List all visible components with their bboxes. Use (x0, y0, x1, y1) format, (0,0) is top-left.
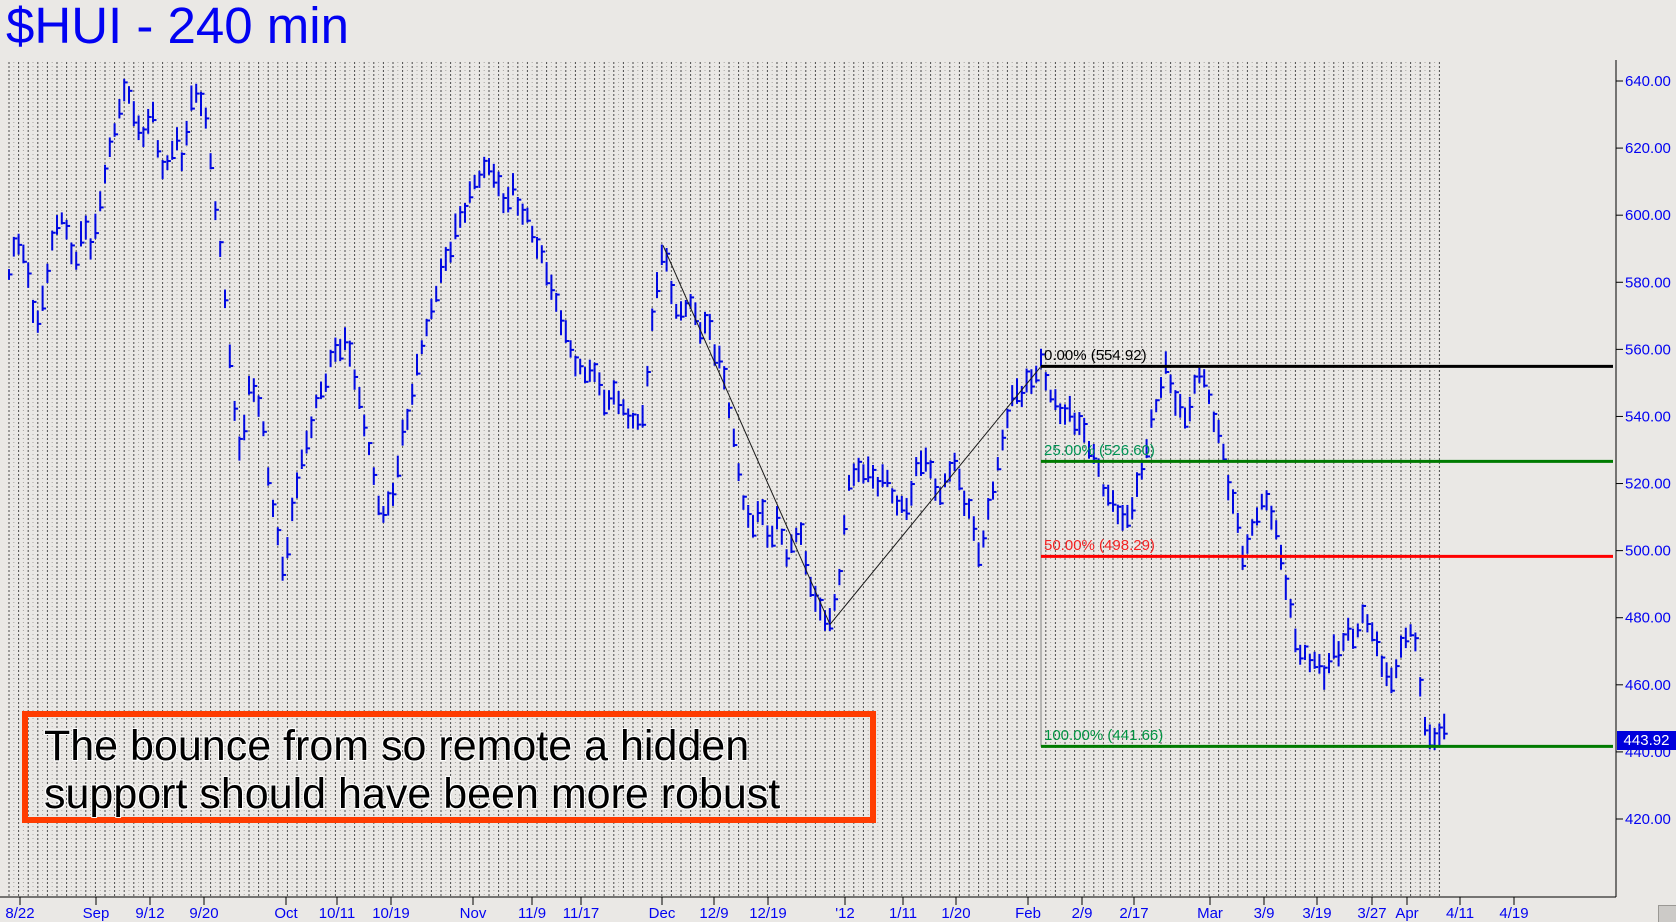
x-axis-label: 3/19 (1302, 905, 1331, 922)
x-axis-label: Feb (1015, 905, 1041, 922)
x-axis-label: 3/9 (1254, 905, 1275, 922)
x-axis-label: 8/22 (5, 905, 34, 922)
x-axis-label: Nov (460, 905, 487, 922)
x-axis-label: Apr (1395, 905, 1418, 922)
y-axis-label: 480.00 (1625, 610, 1671, 627)
fib-label-0[interactable]: 0.00% (554.92) (1044, 347, 1147, 365)
x-axis-label: 9/20 (189, 905, 218, 922)
last-price-tag: 443.92 (1617, 730, 1676, 750)
x-axis-label: 3/27 (1357, 905, 1386, 922)
y-axis-label: 460.00 (1625, 677, 1671, 694)
x-axis-label: 10/19 (372, 905, 410, 922)
x-axis-label: '12 (835, 905, 855, 922)
x-axis-label: 12/19 (749, 905, 787, 922)
x-axis-label: 11/17 (563, 905, 599, 922)
y-axis-label: 520.00 (1625, 476, 1671, 493)
y-axis-label: 560.00 (1625, 341, 1671, 358)
x-axis-label: 12/9 (699, 905, 728, 922)
annotation-box[interactable]: The bounce from so remote a hidden suppo… (22, 711, 876, 823)
x-axis-label: 10/11 (319, 905, 355, 922)
y-axis-label: 600.00 (1625, 207, 1671, 224)
x-axis-label: 1/11 (889, 905, 917, 922)
y-axis-label: 420.00 (1625, 811, 1671, 828)
trendline[interactable] (662, 245, 831, 625)
y-axis-label: 500.00 (1625, 543, 1671, 560)
x-axis-label: 2/17 (1119, 905, 1148, 922)
x-axis-label: 9/12 (135, 905, 164, 922)
x-axis-label: 1/20 (941, 905, 970, 922)
x-axis-label: Oct (274, 905, 298, 922)
x-axis-label: 11/9 (518, 905, 546, 922)
x-axis-label: 4/11 (1446, 905, 1474, 922)
chart-title: $HUI - 240 min (6, 0, 349, 54)
x-axis-label: 2/9 (1072, 905, 1093, 922)
fib-label-100[interactable]: 100.00% (441.66) (1044, 727, 1164, 745)
fib-label-25[interactable]: 25.00% (526.60) (1044, 442, 1155, 460)
annotation-line-1: The bounce from so remote a hidden (44, 722, 750, 770)
x-axis-label: Dec (649, 905, 676, 922)
y-axis-label: 540.00 (1625, 408, 1671, 425)
fib-label-50[interactable]: 50.00% (498.29) (1044, 537, 1155, 555)
y-axis-label: 620.00 (1625, 140, 1671, 157)
annotation-line-2: support should have been more robust (44, 770, 781, 818)
x-axis-label: Sep (83, 905, 110, 922)
y-axis-label: 640.00 (1625, 73, 1671, 90)
y-axis-label: 580.00 (1625, 274, 1671, 291)
resize-gripper[interactable] (1658, 905, 1676, 922)
trendline[interactable] (829, 366, 1042, 625)
x-axis-label: 4/19 (1499, 905, 1528, 922)
x-axis-label: Mar (1197, 905, 1223, 922)
